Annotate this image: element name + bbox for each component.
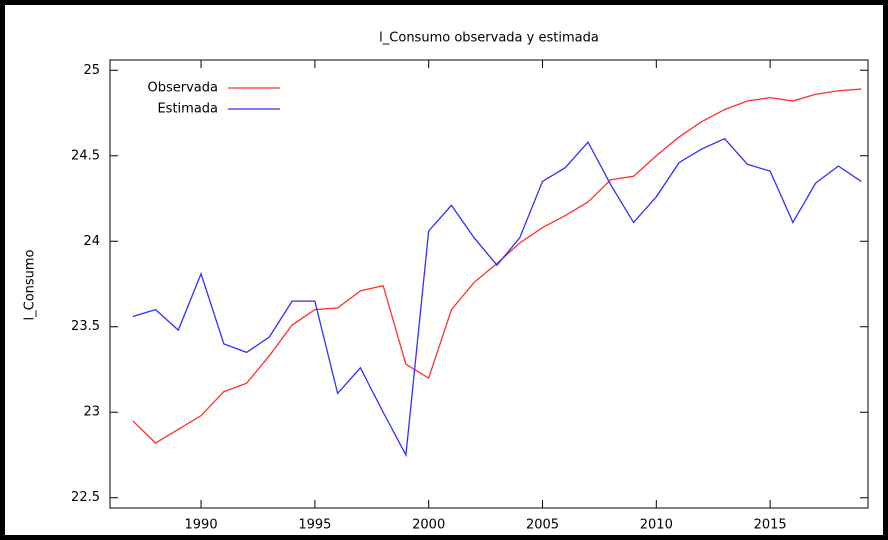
x-tick-label: 2015: [754, 518, 787, 533]
y-tick-label: 25: [83, 63, 100, 78]
series-line: [132, 88, 862, 444]
x-tick-label: 2010: [640, 518, 673, 533]
y-tick-label: 24: [83, 234, 100, 249]
y-tick-label: 22.5: [71, 490, 100, 505]
x-tick-label: 2005: [526, 518, 559, 533]
x-tick-label: 1995: [298, 518, 331, 533]
y-tick-label: 23: [83, 405, 100, 420]
legend-label: Estimada: [157, 102, 218, 117]
y-tick-label: 24.5: [71, 148, 100, 163]
y-axis-label: l_Consumo: [23, 249, 38, 320]
x-tick-label: 1990: [185, 518, 218, 533]
x-tick-label: 2000: [412, 518, 445, 533]
series-line: [132, 137, 862, 458]
plot-frame: [109, 59, 869, 509]
chart-title: l_Consumo observada y estimada: [379, 31, 599, 46]
y-tick-label: 23.5: [71, 319, 100, 334]
legend-label: Observada: [148, 81, 218, 96]
